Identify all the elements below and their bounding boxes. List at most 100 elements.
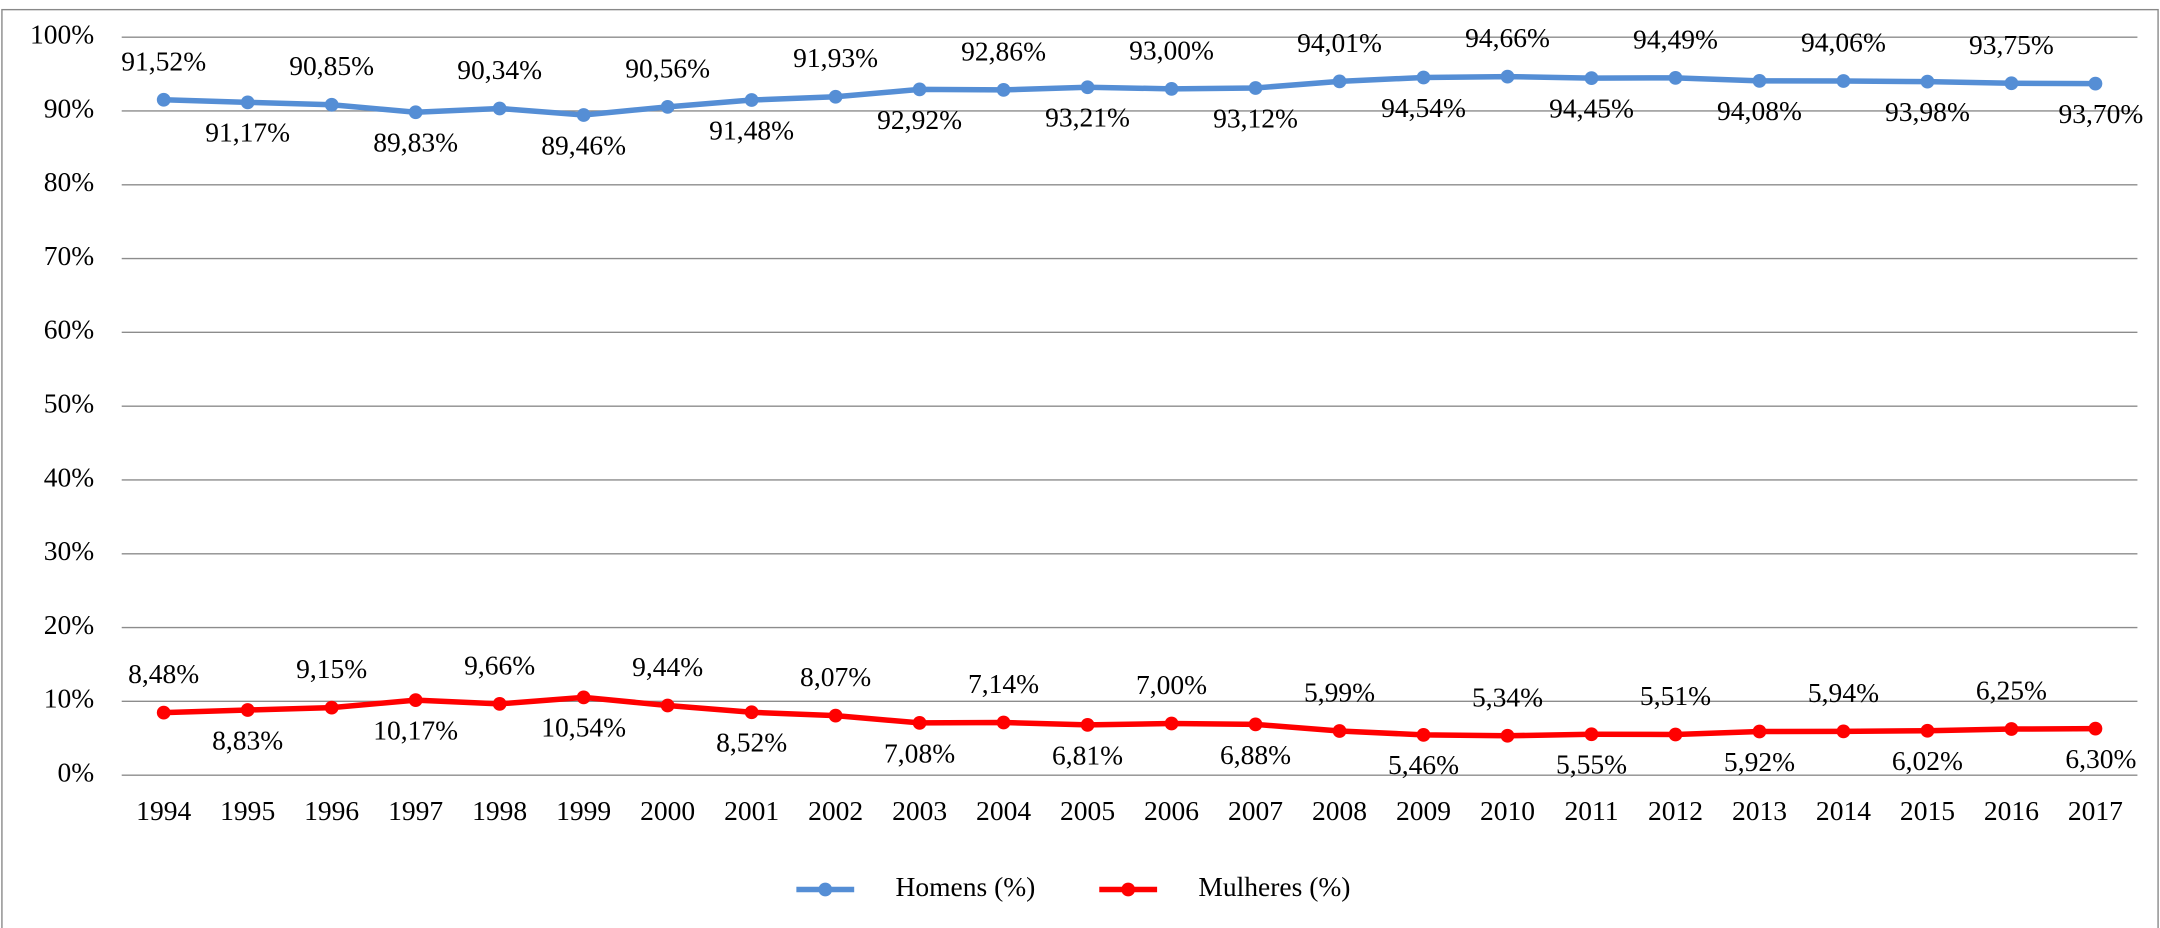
data-label: 5,92%	[1724, 746, 1795, 777]
y-tick-label: 70%	[44, 240, 94, 271]
data-label: 93,70%	[2059, 98, 2144, 129]
data-label: 91,17%	[205, 117, 290, 148]
data-label: 94,66%	[1465, 22, 1550, 53]
data-point	[1416, 70, 1431, 85]
data-label: 10,54%	[541, 712, 626, 743]
data-point	[1584, 71, 1599, 86]
x-tick-label: 2010	[1480, 795, 1535, 826]
data-label: 5,34%	[1472, 681, 1543, 712]
x-tick-label: 1997	[388, 795, 443, 826]
data-label: 93,12%	[1213, 102, 1298, 133]
data-label: 6,02%	[1892, 745, 1963, 776]
data-label: 6,88%	[1220, 739, 1291, 770]
series-line	[163, 73, 2096, 118]
data-point	[1920, 74, 1935, 89]
x-tick-label: 1999	[556, 795, 611, 826]
x-tick-label: 2007	[1228, 795, 1283, 826]
data-point	[828, 89, 843, 104]
data-label: 8,83%	[212, 724, 283, 755]
x-tick-label: 2012	[1648, 795, 1703, 826]
data-point	[1752, 724, 1767, 739]
y-tick-label: 0%	[57, 756, 94, 787]
legend-label: Homens (%)	[896, 871, 1036, 902]
y-tick-label: 20%	[44, 609, 94, 640]
data-point	[156, 92, 171, 107]
data-label: 8,52%	[716, 727, 787, 758]
data-point	[324, 97, 339, 112]
data-point	[996, 82, 1011, 97]
x-tick-label: 2015	[1900, 795, 1955, 826]
data-label: 94,08%	[1717, 95, 1802, 126]
x-tick-label: 2013	[1732, 795, 1787, 826]
y-tick-label: 50%	[44, 387, 94, 418]
data-label: 94,06%	[1801, 27, 1886, 58]
data-label: 91,48%	[709, 114, 794, 145]
data-point	[408, 105, 423, 120]
x-tick-label: 2008	[1312, 795, 1367, 826]
data-label: 92,92%	[877, 104, 962, 135]
data-label: 5,94%	[1808, 677, 1879, 708]
y-tick-label: 40%	[44, 461, 94, 492]
data-point	[1164, 81, 1179, 96]
data-label: 5,55%	[1556, 749, 1627, 780]
x-tick-label: 1996	[304, 795, 359, 826]
data-point	[576, 690, 591, 705]
data-point	[2088, 76, 2103, 91]
data-label: 93,75%	[1969, 29, 2054, 60]
data-point	[1668, 727, 1683, 742]
data-point	[1752, 73, 1767, 88]
data-point	[1500, 728, 1515, 743]
y-tick-label: 90%	[44, 92, 94, 123]
data-point	[1836, 724, 1851, 739]
data-label: 9,44%	[632, 651, 703, 682]
x-tick-label: 2005	[1060, 795, 1115, 826]
data-label: 5,51%	[1640, 680, 1711, 711]
x-tick-label: 1995	[220, 795, 275, 826]
y-tick-label: 80%	[44, 166, 94, 197]
data-point	[1248, 717, 1263, 732]
data-label: 5,99%	[1304, 676, 1375, 707]
y-tick-label: 30%	[44, 535, 94, 566]
data-point	[2004, 722, 2019, 736]
y-tick-label: 100%	[30, 18, 94, 49]
series-line	[163, 694, 2096, 739]
data-point	[744, 705, 759, 720]
data-label: 10,17%	[373, 714, 458, 745]
data-point	[1332, 724, 1347, 738]
data-label: 89,46%	[541, 129, 626, 160]
data-label: 7,14%	[968, 668, 1039, 699]
data-label: 92,86%	[961, 35, 1046, 66]
data-label: 7,08%	[884, 737, 955, 768]
data-point	[1584, 727, 1599, 742]
data-point	[1416, 727, 1431, 742]
data-point	[912, 82, 927, 97]
x-tick-label: 2014	[1816, 795, 1871, 826]
legend-marker	[818, 882, 833, 897]
data-point	[1836, 74, 1851, 88]
x-tick-label: 2004	[976, 795, 1031, 826]
x-tick-label: 2016	[1984, 795, 2039, 826]
x-tick-label: 2009	[1396, 795, 1451, 826]
data-point	[1920, 723, 1935, 738]
x-tick-label: 1998	[472, 795, 527, 826]
data-label: 6,25%	[1976, 675, 2047, 706]
x-tick-label: 2006	[1144, 795, 1199, 826]
x-tick-label: 2011	[1564, 795, 1618, 826]
data-point	[1668, 70, 1683, 85]
data-point	[492, 696, 507, 711]
data-point	[408, 693, 423, 707]
legend-label: Mulheres (%)	[1198, 871, 1350, 902]
x-tick-label: 2000	[640, 795, 695, 826]
data-point	[240, 95, 255, 110]
data-point	[1332, 74, 1347, 89]
data-label: 8,07%	[800, 661, 871, 692]
data-label: 94,45%	[1549, 92, 1634, 123]
data-label: 94,54%	[1381, 92, 1466, 123]
data-point	[2004, 76, 2019, 91]
data-label: 9,66%	[464, 649, 535, 680]
x-tick-label: 2002	[808, 795, 863, 826]
data-point	[1248, 81, 1263, 95]
data-label: 5,46%	[1388, 749, 1459, 780]
